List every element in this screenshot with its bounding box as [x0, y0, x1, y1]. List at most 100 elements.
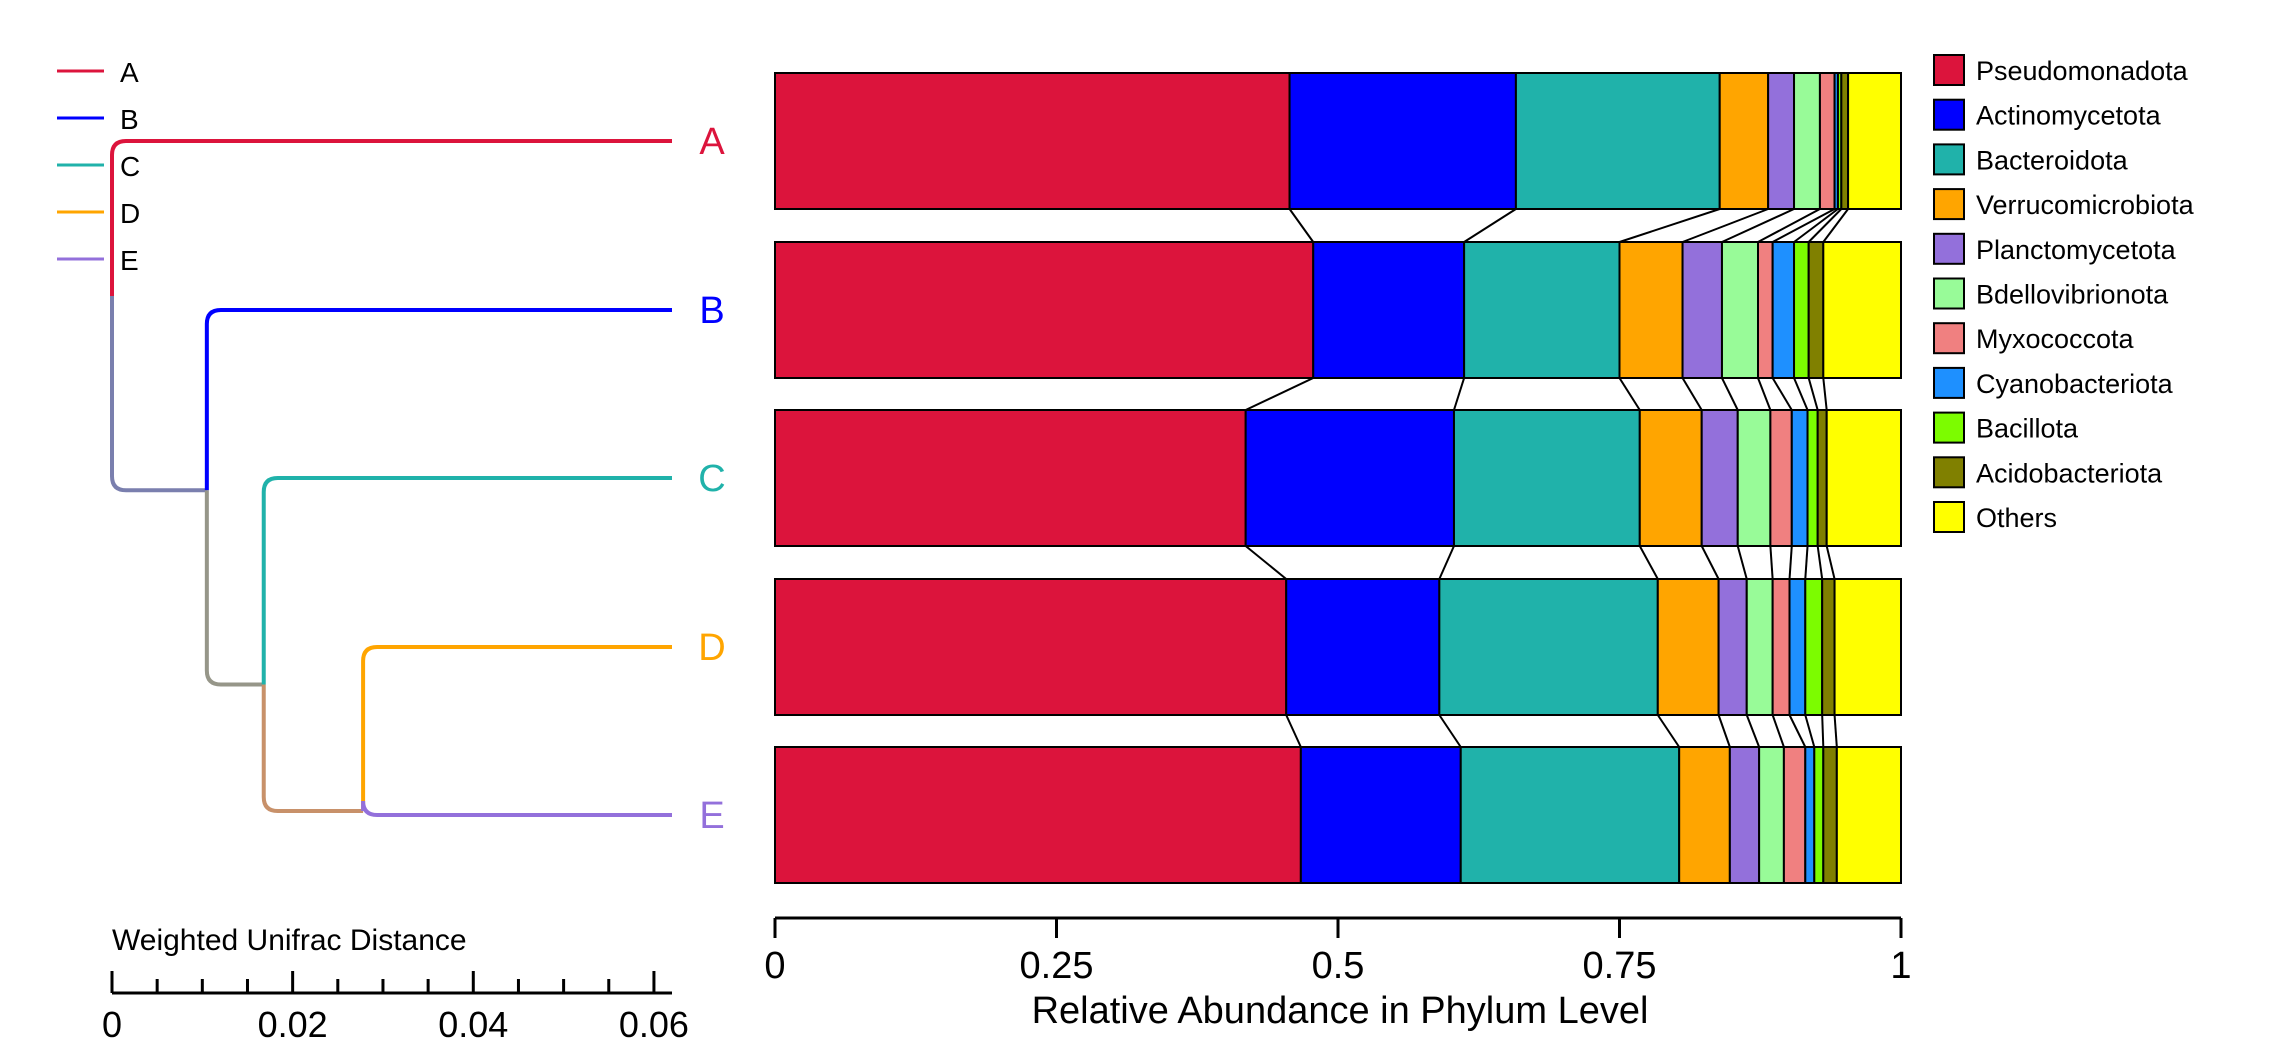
connector-b-c [1807, 377, 1819, 411]
bar-axis-tick-label: 0 [764, 945, 785, 987]
connector-b-c [1793, 377, 1809, 411]
connector-c-d [1788, 545, 1793, 580]
legend-swatch-bacillota [1933, 411, 1965, 444]
legend-swatch-actinomycetota [1933, 98, 1965, 131]
connector-b-c [1757, 377, 1772, 411]
bar-chart-axis: Relative Abundance in Phylum Level 0 0.25… [764, 916, 1912, 1032]
connector-c-d [1804, 545, 1809, 580]
bar-segment-a-acidobacteriota [1840, 72, 1850, 210]
legend-label-bacteroidota: Bacteroidota [1976, 145, 2129, 175]
branch-leaf-a [110, 139, 672, 296]
connector-d-e [1745, 714, 1761, 748]
bar-axis-tick-label: 0.25 [1020, 945, 1094, 987]
bar-segment-a-bdellovibrionota [1793, 72, 1821, 210]
bar-segment-e-planctomycetota [1728, 746, 1761, 884]
connector-a-b [1619, 208, 1721, 243]
bar-segment-b-cyanobacteriota [1771, 241, 1796, 379]
tree-legend-label-e: E [120, 245, 139, 276]
bar-segment-c-others [1825, 409, 1902, 547]
bar-segment-c-actinomycetota [1244, 409, 1455, 547]
connector-c-d [1825, 545, 1836, 580]
connector-b-c [1721, 377, 1739, 411]
branch-leaf-b [204, 308, 672, 491]
connector-d-e [1804, 714, 1816, 748]
branch-cde-to-de [261, 684, 364, 813]
legend-swatch-bacteroidota [1933, 143, 1965, 176]
connector-d-e [1285, 714, 1302, 748]
dendrogram-axis: Weighted Unifrac Distance 0 0.02 0.04 0.06 [102, 924, 689, 1045]
bar-segment-d-bacteroidota [1438, 578, 1659, 716]
legend-label-actinomycetota: Actinomycetota [1976, 101, 2162, 131]
legend-label-verrucomicrobiota: Verrucomicrobiota [1976, 190, 2195, 220]
connector-d-e [1438, 714, 1462, 748]
bar-segment-c-pseudomonadota [774, 409, 1247, 547]
connector-d-e [1833, 714, 1838, 748]
connector-d-e [1656, 714, 1681, 748]
dendrogram-tick-label: 0.06 [619, 1004, 689, 1045]
connector-c-d [1769, 545, 1774, 580]
leaf-label-a: A [699, 121, 725, 163]
bar-connector-lines [1245, 208, 1849, 748]
tree-legend-label-c: C [120, 151, 140, 182]
bar-segment-a-actinomycetota [1288, 72, 1517, 210]
legend-label-acidobacteriota: Acidobacteriota [1976, 458, 2163, 488]
bar-segment-a-pseudomonadota [774, 72, 1291, 210]
bar-segment-c-myxococcota [1769, 409, 1793, 547]
bar-segment-b-actinomycetota [1312, 241, 1466, 379]
tree-legend-label-d: D [120, 198, 140, 229]
dendrogram-axis-label: Weighted Unifrac Distance [112, 924, 467, 957]
bar-segment-c-acidobacteriota [1816, 409, 1828, 547]
bar-segment-d-verrucomicrobiota [1656, 578, 1720, 716]
connector-d-e [1821, 714, 1825, 748]
bar-segment-b-acidobacteriota [1807, 241, 1825, 379]
bar-segment-e-acidobacteriota [1822, 746, 1838, 884]
bar-segment-a-planctomycetota [1767, 72, 1796, 210]
bar-segment-d-planctomycetota [1717, 578, 1748, 716]
bar-segment-d-actinomycetota [1285, 578, 1441, 716]
stacked-bars [774, 72, 1903, 884]
legend-swatch-acidobacteriota [1933, 456, 1965, 489]
bar-chart-axis-label: Relative Abundance in Phylum Level [1032, 990, 1649, 1032]
legend-label-planctomycetota: Planctomycetota [1976, 235, 2177, 265]
connector-c-d [1638, 545, 1659, 580]
connector-a-b [1682, 208, 1769, 243]
leaf-label-d: D [698, 627, 725, 669]
bar-segment-b-others [1822, 241, 1903, 379]
connector-d-e [1771, 714, 1785, 748]
connector-b-c [1618, 377, 1641, 411]
bar-segment-d-myxococcota [1771, 578, 1791, 716]
legend-label-others: Others [1976, 503, 2057, 533]
bar-segment-c-verrucomicrobiota [1638, 409, 1703, 547]
leaf-label-c: C [698, 458, 725, 500]
bar-segment-e-bacteroidota [1459, 746, 1681, 884]
connector-a-b [1822, 208, 1849, 243]
bar-segment-a-verrucomicrobiota [1718, 72, 1770, 210]
bar-segment-b-planctomycetota [1681, 241, 1723, 379]
legend-label-myxococcota: Myxococcota [1976, 324, 2135, 354]
connector-a-b [1288, 208, 1315, 243]
bar-segment-e-others [1835, 746, 1902, 884]
connector-c-d [1816, 545, 1824, 580]
connector-a-b [1793, 208, 1839, 243]
bar-axis-tick-label: 0.75 [1583, 945, 1657, 987]
dendrogram-tick-label: 0 [102, 1004, 122, 1045]
bar-segment-b-myxococcota [1756, 241, 1774, 379]
connector-c-d [1245, 545, 1287, 580]
bar-segment-d-others [1833, 578, 1903, 716]
legend-swatch-myxococcota [1933, 322, 1965, 355]
bar-segment-a-bacteroidota [1514, 72, 1721, 210]
legend-label-bdellovibrionota: Bdellovibrionota [1976, 280, 2169, 310]
bar-segment-c-planctomycetota [1700, 409, 1739, 547]
connector-c-d [1438, 545, 1455, 580]
legend-swatch-bdellovibrionota [1933, 277, 1965, 310]
legend-swatch-pseudomonadota [1933, 54, 1965, 86]
dendrogram-tick-label: 0.02 [258, 1004, 328, 1045]
bar-segment-a-myxococcota [1818, 72, 1836, 210]
dendrogram-tick-label: 0.04 [438, 1004, 508, 1045]
connector-a-b [1463, 208, 1517, 243]
bar-segment-d-pseudomonadota [774, 578, 1288, 716]
legend-swatch-verrucomicrobiota [1933, 188, 1965, 221]
